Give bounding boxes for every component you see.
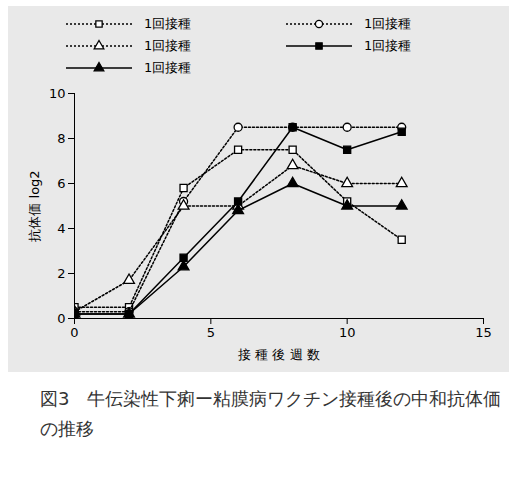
svg-text:接 種 後 週 数: 接 種 後 週 数 <box>238 347 320 362</box>
html-text:図3 牛伝染性下痢ー粘膜病ワクチン接種後の中和抗体価の推移: 図3 牛伝染性下痢ー粘膜病ワクチン接種後の中和抗体価の推移 <box>40 388 502 439</box>
svg-text:0: 0 <box>70 325 78 340</box>
svg-text:4: 4 <box>57 221 65 236</box>
svg-text:15: 15 <box>475 325 492 340</box>
svg-text:2: 2 <box>57 266 65 281</box>
html-text:1回接種: 1回接種 <box>144 38 192 53</box>
html-text:1回接種: 1回接種 <box>364 16 412 31</box>
svg-text:8: 8 <box>57 131 65 146</box>
html-text:1回接種: 1回接種 <box>144 16 192 31</box>
svg-text:6: 6 <box>57 176 65 191</box>
svg-text:抗体価 log2: 抗体価 log2 <box>27 170 42 241</box>
svg-text:0: 0 <box>57 311 65 326</box>
svg-text:10: 10 <box>49 86 66 101</box>
svg-text:10: 10 <box>339 325 356 340</box>
html-text:1回接種: 1回接種 <box>144 60 192 75</box>
html-text:1回接種: 1回接種 <box>364 38 412 53</box>
svg-text:5: 5 <box>207 325 215 340</box>
